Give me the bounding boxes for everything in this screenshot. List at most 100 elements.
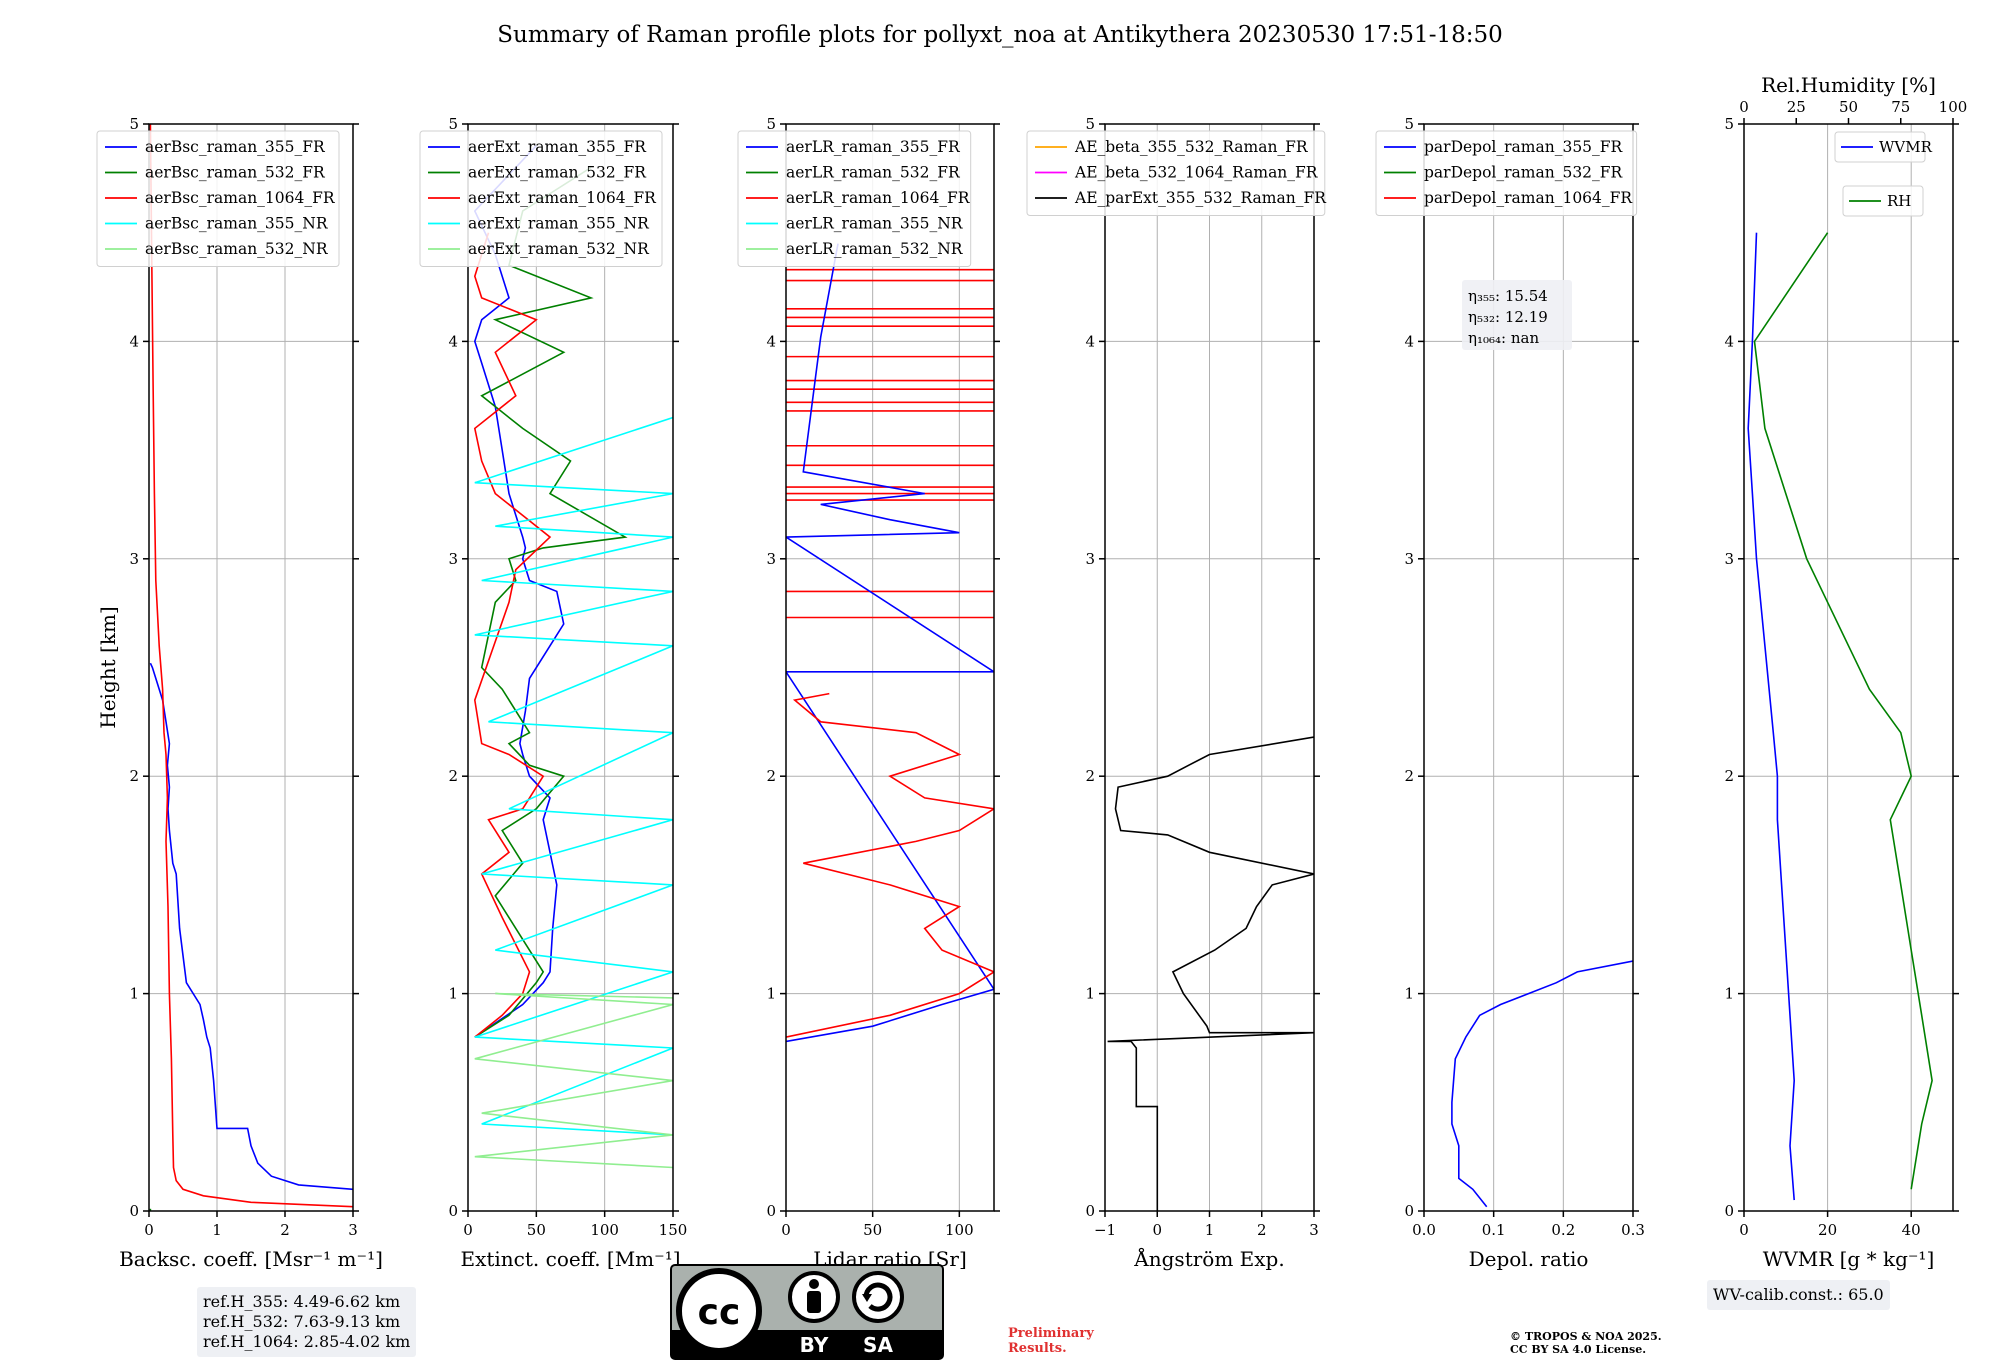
x-tick-label: 0.1 [1482, 1221, 1506, 1239]
legend-label: aerExt_raman_355_FR [468, 138, 647, 156]
plot-area [473, 145, 673, 1169]
x-tick-label: −1 [1094, 1221, 1116, 1239]
x-tick-label: 0 [463, 1221, 473, 1239]
legend-label: AE_parExt_355_532_Raman_FR [1074, 189, 1327, 207]
x2-tick-label: 50 [1839, 98, 1858, 116]
y-tick-label: 3 [1085, 550, 1095, 568]
y-tick-label: 0 [448, 1202, 458, 1220]
legend: WVMR RH [1834, 131, 1933, 217]
x-tick-label: 100 [590, 1221, 619, 1239]
legend-box-wvmr [1834, 131, 1926, 163]
legend-label: aerLR_raman_532_NR [786, 240, 964, 258]
eta-line: η₃₅₅: 15.54 [1468, 287, 1548, 305]
axes-frame [1743, 123, 1954, 1212]
legend-label: aerExt_raman_355_NR [468, 215, 650, 233]
x-axis-label: Backsc. coeff. [Msr⁻¹ m⁻¹] [119, 1247, 383, 1271]
ref-height-532: ref.H_532: 7.63-9.13 km [203, 1312, 401, 1331]
eta-line: η₁₀₆₄: nan [1468, 329, 1539, 347]
x-tick-label: 1 [1205, 1221, 1215, 1239]
x-tick-label: 50 [863, 1221, 882, 1239]
x2-tick-label: 100 [1939, 98, 1968, 116]
legend-label: aerExt_raman_532_NR [468, 240, 650, 258]
series-line-aerLR_raman_1064_FR [786, 692, 994, 1038]
plot-area [1451, 960, 1633, 1208]
plot-area [149, 124, 353, 1211]
axes-frame [785, 123, 995, 1212]
legend-label: aerBsc_raman_532_FR [145, 164, 326, 182]
y-tick-label: 5 [766, 115, 776, 133]
series-line-aerLR_raman_355_FR [786, 243, 994, 1043]
y-tick-label: 1 [1404, 985, 1414, 1003]
x-axis-label: WVMR [g * kg⁻¹] [1763, 1247, 1935, 1271]
copyright-line-2: CC BY SA 4.0 License. [1510, 1343, 1647, 1356]
series-line-aerBsc_raman_355_FR [149, 662, 353, 1191]
chart-panel-6: 0 20 40 0 1 2 3 4 5 WVMR [g * kg⁻¹] 0 25 50 75 100Rel.… [1724, 73, 1967, 1271]
axes-frame [1423, 123, 1634, 1212]
y-tick-label: 5 [1085, 115, 1095, 133]
y-tick-label: 4 [1404, 332, 1414, 350]
y-tick-label: 5 [448, 115, 458, 133]
chart-panel-1: 0 1 2 3 0 1 2 3 4 5 Backsc. coeff. [Msr⁻¹ m⁻¹] Heig… [96, 115, 383, 1271]
y-tick-label: 2 [1724, 767, 1734, 785]
legend: aerExt_raman_355_FR aerExt_raman_532_FRae… [419, 130, 663, 267]
y-tick-label: 2 [1085, 767, 1095, 785]
legend-label: RH [1887, 192, 1911, 210]
y-axis-label: Height [km] [96, 606, 120, 728]
plot-area [786, 243, 994, 1043]
legend-label: parDepol_raman_1064_FR [1424, 189, 1633, 207]
y-tick-label: 3 [129, 550, 139, 568]
y-tick-label: 2 [1404, 767, 1414, 785]
legend-box [1375, 130, 1638, 216]
y-tick-label: 0 [1404, 1202, 1414, 1220]
x-tick-label: 0 [144, 1221, 154, 1239]
series-line-AE_parExt_355_532_Raman_FR [1107, 736, 1314, 1211]
legend-label: parDepol_raman_532_FR [1424, 164, 1624, 182]
x-tick-label: 0 [1152, 1221, 1162, 1239]
legend-box [419, 130, 663, 267]
preliminary-line-2: Results. [1008, 1341, 1067, 1356]
axes-frame [1104, 123, 1315, 1212]
x-tick-label: 2 [1257, 1221, 1267, 1239]
x-tick-label: 0 [781, 1221, 791, 1239]
chart-panel-2: 0 50 100 150 0 1 2 3 4 5 Extinct. coeff. [Mm⁻¹] aer… [419, 115, 687, 1271]
legend-label: AE_beta_532_1064_Raman_FR [1074, 164, 1319, 182]
legend-label: aerExt_raman_532_FR [468, 164, 647, 182]
y-tick-label: 1 [448, 985, 458, 1003]
axes-frame [467, 123, 674, 1212]
figure-title: Summary of Raman profile plots for polly… [497, 22, 1503, 48]
x2-tick-label: 25 [1787, 98, 1806, 116]
x-tick-label: 0 [1739, 1221, 1749, 1239]
ref-height-355: ref.H_355: 4.49-6.62 km [203, 1292, 401, 1311]
y-tick-label: 3 [448, 550, 458, 568]
legend-label: WVMR [1879, 138, 1933, 156]
y-tick-label: 4 [129, 332, 139, 350]
copyright-note: © TROPOS & NOA 2025. CC BY SA 4.0 Licens… [1510, 1330, 1662, 1356]
x2-axis-label: Rel.Humidity [%] [1761, 73, 1936, 97]
x-axis-label: Extinct. coeff. [Mm⁻¹] [460, 1247, 680, 1271]
y-tick-label: 3 [1404, 550, 1414, 568]
x-axis-label: Depol. ratio [1469, 1247, 1589, 1271]
y-tick-label: 0 [1724, 1202, 1734, 1220]
sa-label: SA [863, 1333, 893, 1357]
y-tick-label: 3 [1724, 550, 1734, 568]
y-tick-label: 4 [766, 332, 776, 350]
x2-tick-label: 75 [1891, 98, 1910, 116]
plot-area [1107, 736, 1314, 1211]
x-tick-label: 40 [1902, 1221, 1921, 1239]
y-tick-label: 0 [766, 1202, 776, 1220]
plot-area [1747, 232, 1933, 1201]
legend: parDepol_raman_355_FR parDepol_raman_532_… [1375, 130, 1638, 216]
series-line-parDepol_raman_355_FR [1451, 960, 1633, 1208]
series-line-RH [1753, 232, 1933, 1190]
legend-label: aerExt_raman_1064_FR [468, 189, 657, 207]
legend-box [737, 130, 972, 267]
x-tick-label: 0.2 [1551, 1221, 1575, 1239]
cc-letters: cc [698, 1292, 741, 1333]
legend-box [1026, 130, 1326, 216]
by-label: BY [800, 1333, 829, 1357]
x-tick-label: 100 [945, 1221, 974, 1239]
legend-box [96, 130, 340, 267]
legend-label: aerLR_raman_355_NR [786, 215, 964, 233]
